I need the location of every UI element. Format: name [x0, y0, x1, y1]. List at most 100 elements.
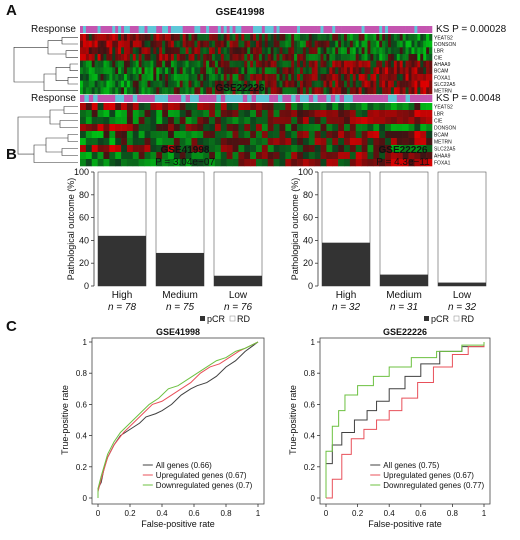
- heatmap-cell: [302, 34, 307, 41]
- bar-ytick-label: 60: [303, 213, 313, 223]
- heatmap-cell: [285, 103, 292, 111]
- heatmap-cell: [285, 54, 289, 61]
- heatmap-cell: [147, 67, 151, 75]
- heatmap-cell: [232, 40, 236, 48]
- heatmap-cell: [379, 34, 383, 41]
- heatmap-cell: [182, 80, 186, 88]
- response-cell: [94, 26, 98, 33]
- heatmap-cell: [288, 60, 292, 68]
- heatmap-cell: [405, 67, 409, 75]
- heatmap-cell: [212, 60, 216, 68]
- heatmap-cell: [94, 87, 98, 95]
- response-cell: [118, 26, 122, 33]
- heatmap-cell: [203, 60, 207, 68]
- response-cell: [102, 95, 107, 102]
- heatmap-cell: [185, 40, 189, 48]
- response-cell: [260, 95, 266, 102]
- heatmap-cell: [138, 67, 142, 75]
- heatmap-cell: [226, 34, 230, 41]
- heatmap-cell: [408, 138, 415, 146]
- heatmap-cell: [232, 145, 239, 153]
- response-cell: [168, 95, 173, 102]
- heatmap-cell: [361, 145, 368, 153]
- heatmap-cell: [393, 67, 398, 75]
- heatmap-cell: [388, 87, 392, 95]
- heatmap-cell: [112, 74, 116, 81]
- heatmap-cell: [323, 80, 327, 88]
- response-cell: [388, 95, 393, 102]
- heatmap-cell: [103, 87, 107, 95]
- heatmap-cell: [220, 145, 227, 153]
- heatmap-cell: [320, 145, 327, 153]
- heatmap-cell: [220, 110, 227, 118]
- heatmap-cell: [244, 131, 251, 139]
- heatmap-cell: [423, 80, 427, 88]
- heatmap-cell: [332, 47, 336, 55]
- heatmap-cell: [129, 34, 134, 41]
- heatmap-cell: [264, 80, 269, 88]
- heatmap-cell: [209, 159, 216, 167]
- response-cell: [124, 26, 128, 33]
- response-cell: [357, 95, 362, 102]
- heatmap-cell: [91, 67, 95, 75]
- heatmap-cell: [112, 40, 116, 48]
- heatmap-cell: [165, 60, 169, 68]
- heatmap-cell: [103, 60, 107, 68]
- heatmap-cell: [423, 40, 427, 48]
- heatmap-cell: [144, 34, 148, 41]
- heatmap-cell: [390, 74, 395, 81]
- heatmap-cell: [138, 54, 142, 61]
- heatmap-cell: [311, 60, 315, 68]
- heatmap-cell: [250, 60, 254, 68]
- heatmap-cell: [144, 159, 151, 167]
- heatmap-cell: [346, 47, 351, 55]
- heatmap-cell: [420, 124, 427, 132]
- heatmap-cell: [241, 87, 245, 95]
- heatmap-cell: [185, 60, 189, 68]
- heatmap-cell: [405, 34, 409, 41]
- heatmap-cell: [314, 87, 318, 95]
- heatmap-cell: [103, 145, 110, 153]
- response-cell: [393, 26, 398, 33]
- heatmap-cell: [297, 145, 304, 153]
- response-cell: [220, 95, 226, 102]
- heatmap-cell: [103, 47, 107, 55]
- heatmap-cell: [291, 34, 295, 41]
- heatmap-cell: [209, 80, 213, 88]
- heatmap-cell: [414, 145, 421, 153]
- roc-xtick-label: 0.4: [156, 509, 168, 518]
- heatmap-cell: [226, 117, 233, 125]
- heatmap-cell: [156, 131, 163, 139]
- roc-legend-label: Downregulated genes (0.77): [383, 481, 484, 490]
- heatmap-cell: [179, 131, 186, 139]
- heatmap-cell: [393, 47, 398, 55]
- heatmap-cell: [238, 131, 245, 139]
- heatmap-cell: [168, 117, 175, 125]
- heatmap-cell: [297, 110, 304, 118]
- heatmap-cell: [414, 103, 421, 111]
- heatmap-cell: [279, 152, 286, 160]
- heatmap-cell: [229, 54, 233, 61]
- heatmap-cell: [150, 54, 154, 61]
- heatmap-cell: [203, 138, 210, 146]
- bar-n-label: n = 78: [108, 302, 137, 313]
- response-cell: [88, 26, 93, 33]
- heatmap-cell: [94, 74, 98, 81]
- heatmap-cell: [270, 80, 274, 88]
- heatmap-cell: [250, 145, 257, 153]
- bar-rd: [213, 171, 263, 287]
- heatmap-cell: [203, 110, 210, 118]
- heatmap-cell: [320, 47, 324, 55]
- heatmap-cell: [191, 159, 198, 167]
- heatmap-cell: [126, 110, 134, 118]
- heatmap-cell: [214, 138, 222, 146]
- heatmap-cell: [168, 131, 175, 139]
- response-cell: [264, 26, 269, 33]
- heatmap-cell: [308, 74, 313, 81]
- heatmap-cell: [200, 74, 204, 81]
- response-cell: [364, 26, 368, 33]
- bar-n-label: n = 76: [224, 302, 253, 313]
- heatmap-cell: [226, 87, 230, 95]
- heatmap-cell: [267, 103, 274, 111]
- heatmap-cell: [364, 47, 368, 55]
